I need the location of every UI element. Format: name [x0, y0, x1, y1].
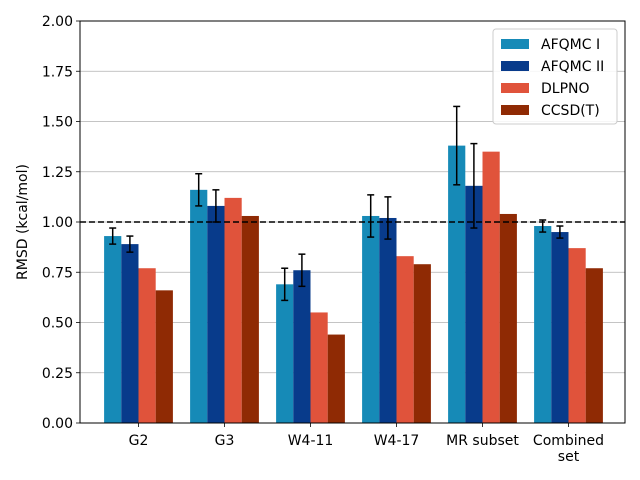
- bar: [585, 268, 603, 423]
- bar: [499, 213, 517, 423]
- bar: [241, 215, 259, 423]
- bar: [207, 205, 225, 423]
- bar: [448, 145, 466, 423]
- bar: [104, 236, 122, 423]
- legend-swatch: [501, 105, 529, 115]
- bar: [551, 232, 569, 423]
- legend-box: [492, 28, 618, 125]
- bar: [224, 197, 242, 423]
- bar: [534, 226, 552, 423]
- bar: [465, 185, 483, 423]
- bar: [482, 151, 500, 423]
- y-tick-label: 1.00: [42, 215, 73, 231]
- bar: [310, 312, 328, 423]
- legend-label: AFQMC I: [541, 37, 600, 53]
- y-tick-label: 0.50: [42, 316, 73, 332]
- bar: [190, 189, 208, 423]
- x-tick-label: MR subset: [446, 433, 519, 449]
- bar: [379, 217, 397, 423]
- y-tick-label: 1.50: [42, 115, 73, 131]
- x-tick-label: Combined: [533, 433, 604, 449]
- y-tick-label: 1.25: [42, 165, 73, 181]
- y-axis-title: RMSD (kcal/mol): [15, 164, 31, 280]
- y-tick-label: 0.00: [42, 416, 73, 432]
- x-tick-label: W4-11: [288, 433, 334, 449]
- error-bars: [109, 105, 564, 302]
- y-tick-label: 0.75: [42, 265, 73, 281]
- legend-swatch: [501, 61, 529, 71]
- legend-swatch: [501, 83, 529, 93]
- y-tick-label: 2.00: [42, 14, 73, 30]
- y-axis-ticks: 0.00 0.25 0.50 0.75 1.00 1.25 1.50 1.75 2.00: [42, 14, 80, 432]
- bar: [396, 256, 414, 423]
- bar: [327, 334, 345, 423]
- bar: [413, 264, 431, 423]
- x-tick-label: G2: [129, 433, 149, 449]
- bar: [293, 270, 311, 423]
- bar: [276, 284, 294, 423]
- bar: [362, 215, 380, 423]
- bars: [104, 145, 603, 423]
- x-tick-label: W4-17: [374, 433, 420, 449]
- bar: [568, 248, 586, 423]
- y-tick-label: 1.75: [42, 64, 73, 80]
- x-tick-label: G3: [215, 433, 235, 449]
- legend: AFQMC I AFQMC II DLPNO CCSD(T): [492, 28, 618, 125]
- bar: [138, 268, 156, 423]
- y-tick-label: 0.25: [42, 366, 73, 382]
- bar: [121, 244, 139, 423]
- legend-label: AFQMC II: [541, 59, 604, 75]
- bar: [155, 290, 173, 423]
- x-tick-label: set: [558, 449, 580, 465]
- legend-swatch: [501, 39, 529, 49]
- legend-label: CCSD(T): [541, 103, 600, 119]
- legend-label: DLPNO: [541, 81, 590, 97]
